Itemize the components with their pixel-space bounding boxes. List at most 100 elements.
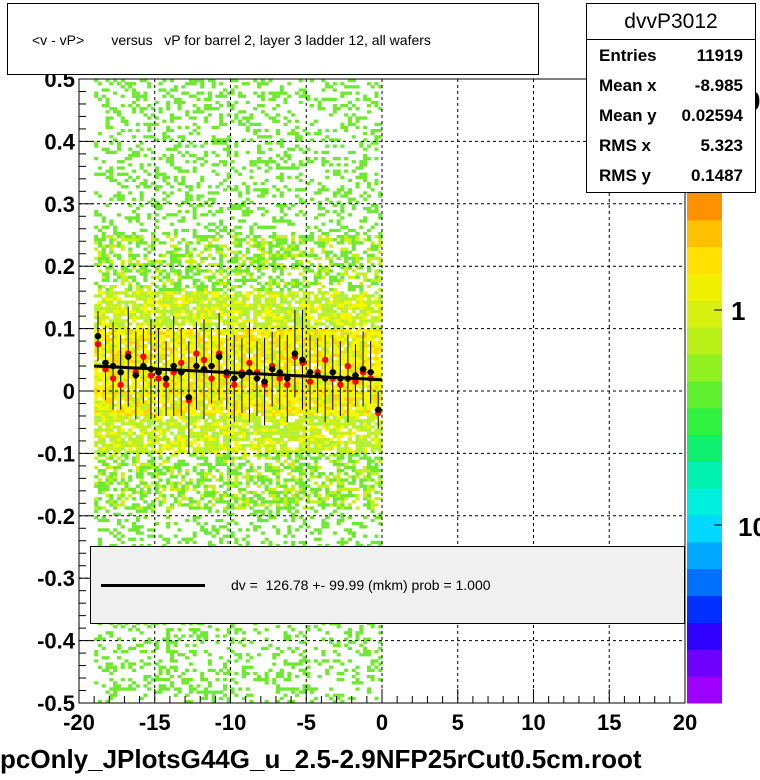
- heatmap-cell: [291, 284, 296, 289]
- heatmap-cell: [234, 334, 239, 339]
- heatmap-cell: [260, 253, 265, 257]
- heatmap-cell: [128, 416, 133, 420]
- heatmap-cell: [132, 253, 137, 257]
- heatmap-cell: [97, 256, 102, 261]
- heatmap-cell: [105, 175, 110, 179]
- heatmap-cell: [238, 366, 243, 370]
- heatmap-cell: [94, 394, 99, 398]
- heatmap-cell: [234, 450, 239, 454]
- heatmap-cell: [169, 356, 174, 360]
- heatmap-cell: [279, 387, 284, 392]
- heatmap-cell: [196, 634, 201, 638]
- heatmap-cell: [139, 291, 144, 295]
- heatmap-cell: [291, 247, 296, 251]
- heatmap-cell: [177, 391, 182, 395]
- heatmap-cell: [253, 362, 258, 367]
- heatmap-cell: [192, 409, 197, 413]
- heatmap-cell: [147, 381, 152, 385]
- heatmap-cell: [151, 428, 156, 432]
- heatmap-cell: [249, 138, 254, 142]
- heatmap-cell: [177, 687, 182, 691]
- heatmap-cell: [154, 400, 159, 404]
- heatmap-cell: [291, 256, 296, 261]
- heatmap-cell: [173, 391, 178, 395]
- heatmap-cell: [287, 409, 292, 413]
- heatmap-cell: [253, 475, 258, 479]
- heatmap-cell: [257, 188, 262, 192]
- heatmap-cell: [238, 406, 243, 410]
- heatmap-cell: [169, 453, 174, 457]
- heatmap-cell: [192, 110, 197, 114]
- heatmap-cell: [94, 475, 99, 479]
- heatmap-cell: [234, 79, 239, 83]
- heatmap-cell: [105, 260, 110, 264]
- heatmap-cell: [253, 163, 258, 167]
- heatmap-cell: [151, 394, 156, 398]
- heatmap-cell: [154, 678, 159, 682]
- heatmap-cell: [287, 319, 292, 323]
- heatmap-cell: [230, 472, 235, 476]
- heatmap-cell: [166, 135, 171, 139]
- heatmap-cell: [188, 391, 193, 395]
- heatmap-cell: [97, 82, 102, 86]
- heatmap-cell: [101, 334, 106, 339]
- heatmap-cell: [291, 428, 296, 432]
- heatmap-cell: [116, 503, 121, 507]
- heatmap-cell: [234, 369, 239, 373]
- heatmap-cell: [249, 256, 254, 261]
- heatmap-cell: [226, 631, 231, 635]
- heatmap-cell: [166, 478, 171, 482]
- heatmap-cell: [287, 391, 292, 395]
- heatmap-cell: [128, 375, 133, 379]
- heatmap-cell: [154, 316, 159, 320]
- heatmap-cell: [249, 347, 254, 351]
- heatmap-cell: [132, 528, 137, 532]
- heatmap-cell: [222, 331, 227, 335]
- heatmap-cell: [139, 478, 144, 482]
- heatmap-cell: [169, 475, 174, 479]
- heatmap-cell: [283, 387, 288, 392]
- heatmap-cell: [279, 437, 284, 442]
- heatmap-cell: [211, 525, 216, 529]
- heatmap-cell: [147, 350, 152, 354]
- heatmap-cell: [113, 331, 118, 335]
- heatmap-cell: [204, 247, 209, 251]
- heatmap-cell: [222, 362, 227, 367]
- heatmap-cell: [128, 403, 133, 407]
- heatmap-cell: [173, 316, 178, 320]
- heatmap-cell: [207, 653, 212, 657]
- heatmap-cell: [113, 528, 118, 532]
- heatmap-cell: [94, 238, 99, 242]
- heatmap-cell: [166, 481, 171, 485]
- heatmap-cell: [101, 668, 106, 672]
- heatmap-cell: [185, 503, 190, 507]
- heatmap-cell: [135, 434, 140, 438]
- heatmap-cell: [113, 138, 118, 142]
- heatmap-cell: [207, 437, 212, 442]
- heatmap-cell: [139, 272, 144, 276]
- heatmap-cell: [245, 394, 250, 398]
- heatmap-cell: [151, 391, 156, 395]
- heatmap-cell: [185, 472, 190, 476]
- heatmap-cell: [219, 397, 224, 401]
- heatmap-cell: [181, 375, 186, 379]
- heatmap-cell: [245, 469, 250, 473]
- heatmap-cell: [238, 291, 243, 295]
- heatmap-cell: [113, 450, 118, 454]
- heatmap-cell: [260, 434, 265, 438]
- heatmap-cell: [177, 465, 182, 470]
- heatmap-cell: [185, 681, 190, 685]
- heatmap-cell: [166, 275, 171, 279]
- heatmap-cell: [260, 272, 265, 276]
- heatmap-cell: [158, 671, 163, 676]
- heatmap-cell: [166, 194, 171, 198]
- heatmap-cell: [105, 391, 110, 395]
- heatmap-cell: [226, 506, 231, 510]
- heatmap-cell: [245, 309, 250, 314]
- heatmap-cell: [226, 397, 231, 401]
- heatmap-cell: [211, 235, 216, 239]
- heatmap-cell: [185, 169, 190, 173]
- heatmap-cell: [234, 272, 239, 276]
- heatmap-cell: [257, 353, 262, 357]
- heatmap-cell: [291, 459, 296, 463]
